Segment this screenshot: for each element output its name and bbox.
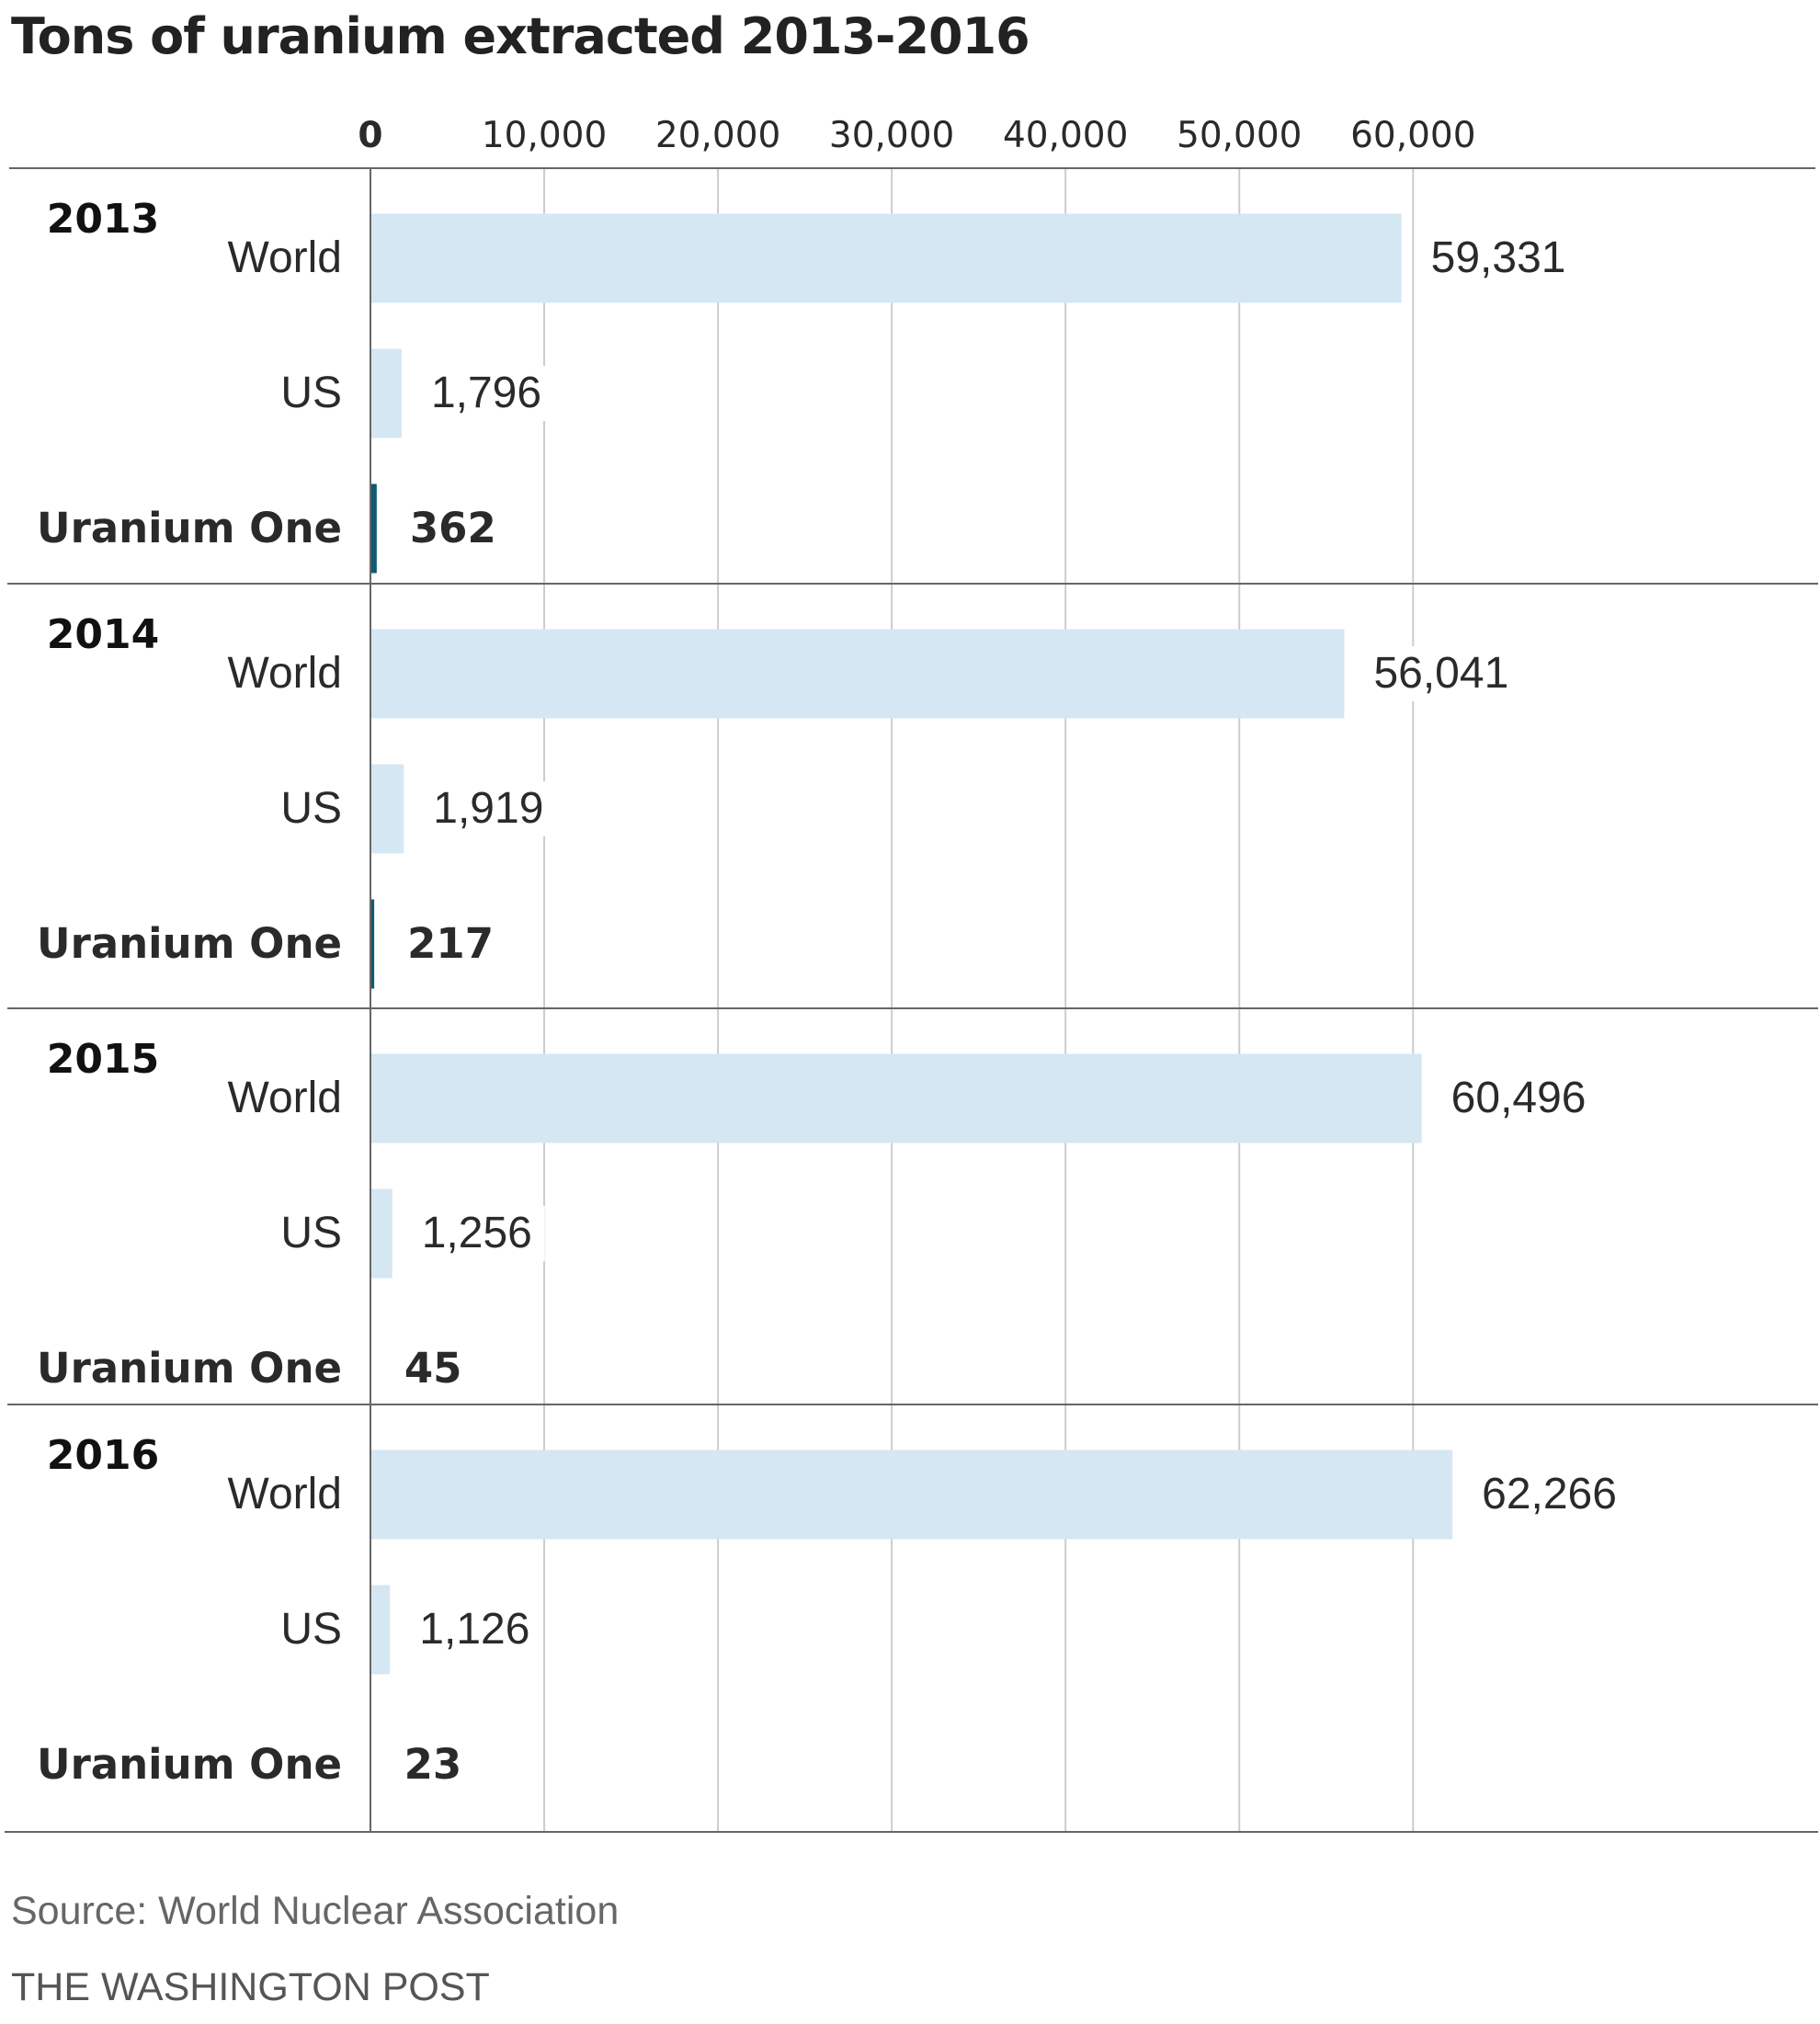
value-label: 59,331 <box>1431 233 1566 282</box>
bar <box>370 1053 1422 1143</box>
value-label: 217 <box>407 919 494 968</box>
bar <box>370 213 1402 303</box>
bar <box>370 483 377 574</box>
value-label: 1,126 <box>419 1605 529 1654</box>
bar <box>370 899 375 989</box>
row-label: Uranium One <box>37 1344 342 1393</box>
value-label-backing <box>400 1737 461 1792</box>
value-label: 62,266 <box>1482 1470 1617 1518</box>
source-note: Source: World Nuclear Association <box>11 1889 620 1933</box>
value-label-backing <box>427 366 554 421</box>
value-label-backing <box>404 916 492 972</box>
year-label: 2016 <box>47 1432 159 1479</box>
value-label-backing <box>1478 1467 1630 1522</box>
value-label-backing <box>405 501 494 556</box>
year-label: 2013 <box>47 196 159 243</box>
bar <box>370 1585 391 1675</box>
x-tick-label: 20,000 <box>655 115 780 156</box>
x-tick-label: 60,000 <box>1350 115 1475 156</box>
publisher-credit: THE WASHINGTON POST <box>11 1965 490 2009</box>
year-label: 2014 <box>47 611 159 658</box>
x-tick-label: 40,000 <box>1003 115 1128 156</box>
x-tick-label: 30,000 <box>829 115 954 156</box>
bar <box>370 1450 1453 1540</box>
chart-title: Tons of uranium extracted 2013-2016 <box>11 7 1030 65</box>
value-label: 45 <box>404 1344 462 1393</box>
row-label: World <box>228 649 342 698</box>
x-tick-label: 0 <box>358 115 382 156</box>
row-label: Uranium One <box>37 1740 342 1789</box>
year-label: 2015 <box>47 1036 159 1083</box>
value-label-backing <box>417 1206 545 1261</box>
row-label: World <box>228 1470 342 1518</box>
row-label: Uranium One <box>37 504 342 552</box>
bar <box>370 629 1345 719</box>
value-label: 56,041 <box>1373 649 1508 698</box>
row-label: US <box>280 1605 342 1654</box>
value-label: 362 <box>410 504 496 552</box>
value-label: 1,796 <box>431 369 541 417</box>
value-label-backing <box>429 781 557 836</box>
row-label: US <box>280 784 342 833</box>
value-label-backing <box>1447 1071 1598 1126</box>
value-label-backing <box>1427 231 1578 286</box>
value-label-backing <box>400 1341 461 1396</box>
value-label-backing <box>415 1602 543 1657</box>
row-label: World <box>228 233 342 282</box>
bar <box>370 764 404 854</box>
bar <box>370 1188 392 1279</box>
row-label: Uranium One <box>37 919 342 968</box>
bar-chart: 0 10,000 20,000 30,000 40,000 50,000 60,000 201… <box>5 115 1818 1833</box>
x-tick-label: 10,000 <box>482 115 607 156</box>
bar <box>370 348 402 438</box>
value-label: 23 <box>404 1740 462 1789</box>
x-tick-label: 50,000 <box>1177 115 1302 156</box>
value-label: 60,496 <box>1451 1074 1587 1122</box>
row-label: World <box>228 1074 342 1122</box>
value-label: 1,256 <box>422 1209 532 1257</box>
value-label: 1,919 <box>433 784 543 833</box>
value-label-backing <box>1370 646 1521 701</box>
row-label: US <box>280 369 342 417</box>
row-label: US <box>280 1209 342 1257</box>
